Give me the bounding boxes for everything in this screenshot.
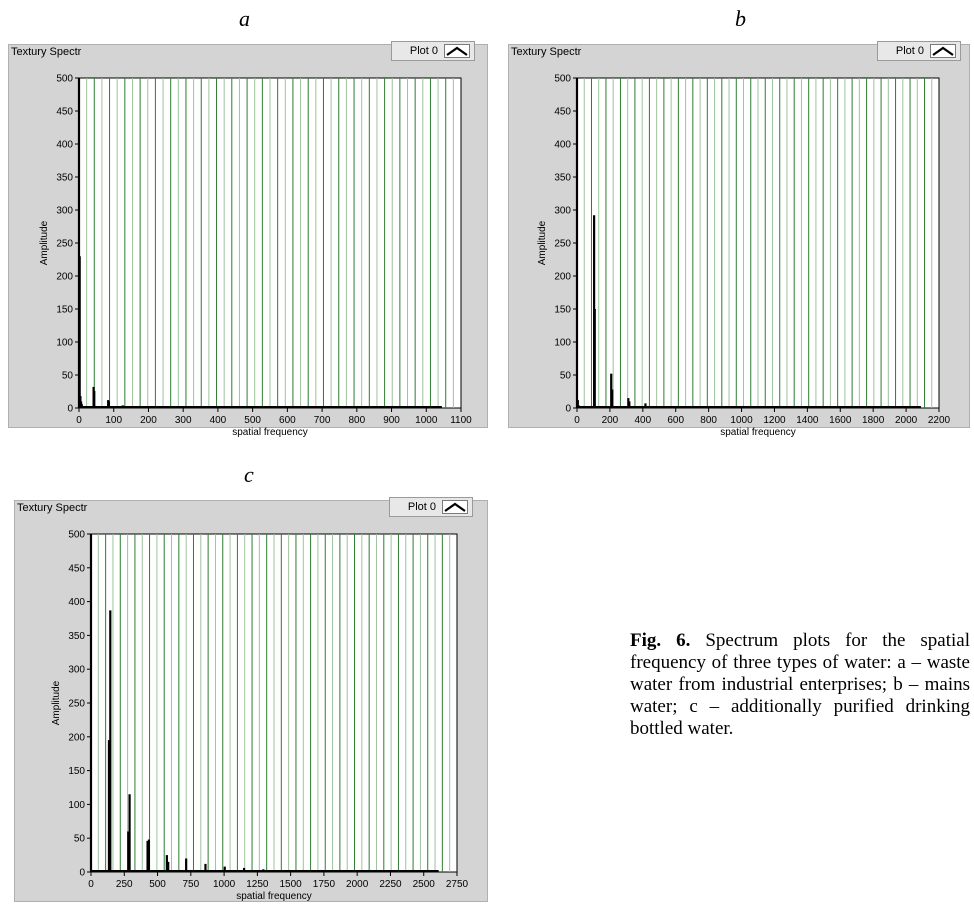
y-tick-label: 450 [68,563,85,574]
x-axis-label: spatial frequency [720,427,796,438]
x-tick-label: 1600 [829,415,852,426]
y-tick-label: 400 [56,140,73,151]
y-tick-label: 350 [56,173,73,184]
y-tick-label: 150 [68,766,85,777]
y-axis-label: Amplitude [51,680,62,725]
chart-panel-a: Textury Spectr Plot 0 0 50 100 150 200 250 300… [8,41,488,439]
spectrum-chart-b: 0 50 100 150 200 250 300 350 400 450 500 0 200 400 600… [537,74,951,439]
caption-label: Fig. 6. [630,630,691,651]
y-tick-label: 0 [79,868,85,879]
figure-caption: Fig. 6. Spectrum plots for the spatial f… [630,630,970,740]
chart-panel-b: Textury Spectr Plot 0 0 50 100 150 200 250 300… [508,41,970,439]
x-tick-label: 200 [140,415,157,426]
chart-title: Textury Spectr [17,502,88,514]
y-tick-label: 450 [554,107,571,118]
y-tick-label: 100 [56,338,73,349]
x-tick-label: 200 [602,415,619,426]
y-tick-label: 200 [68,732,85,743]
y-tick-label: 50 [74,834,86,845]
x-tick-label: 300 [175,415,192,426]
x-tick-label: 1200 [763,415,786,426]
x-tick-label: 1800 [862,415,885,426]
x-tick-label: 2250 [379,879,402,890]
plot-line-style-icon [444,44,470,58]
x-tick-label: 600 [667,415,684,426]
y-tick-label: 500 [56,74,73,85]
plot-line-style-icon [930,44,956,58]
y-tick-label: 350 [554,173,571,184]
x-tick-label: 750 [182,879,199,890]
y-tick-label: 150 [554,305,571,316]
y-tick-label: 450 [56,107,73,118]
chart-title: Textury Spectr [511,46,582,58]
x-tick-label: 1500 [280,879,303,890]
x-tick-label: 700 [314,415,331,426]
y-tick-label: 250 [68,699,85,710]
x-axis-label: spatial frequency [232,427,308,438]
x-tick-label: 2750 [446,879,469,890]
x-tick-label: 800 [700,415,717,426]
y-tick-label: 250 [554,239,571,250]
x-tick-label: 1000 [213,879,236,890]
y-axis-label: Amplitude [537,220,548,265]
y-tick-label: 50 [560,371,572,382]
y-tick-label: 200 [56,272,73,283]
panel-letter-b: b [735,6,746,31]
legend-label: Plot 0 [895,45,924,57]
spectrum-chart-a: 0 50 100 150 200 250 300 350 400 450 500 0 100 200 300… [39,74,472,439]
panel-letter-a: a [239,6,250,31]
x-tick-label: 500 [244,415,261,426]
chart-panel-c: Textury Spectr Plot 0 0 50 100 150 200 250 300… [14,497,488,903]
x-axis-label: spatial frequency [236,891,312,902]
y-tick-label: 100 [68,800,85,811]
spectrum-chart-c: 0 50 100 150 200 250 300 350 400 450 500 0 250 500 750… [51,530,469,903]
y-tick-label: 200 [554,272,571,283]
x-tick-label: 100 [105,415,122,426]
plot-legend-button[interactable]: Plot 0 [877,41,961,61]
y-tick-label: 350 [68,631,85,642]
y-tick-label: 250 [56,239,73,250]
x-tick-label: 2200 [928,415,951,426]
x-tick-label: 800 [348,415,365,426]
x-tick-label: 0 [76,415,82,426]
x-tick-label: 1250 [246,879,269,890]
y-tick-label: 300 [68,665,85,676]
legend-label: Plot 0 [407,501,436,513]
x-tick-label: 500 [149,879,166,890]
y-tick-label: 400 [68,597,85,608]
x-tick-label: 400 [210,415,227,426]
x-tick-label: 1750 [313,879,336,890]
y-tick-label: 0 [565,404,571,415]
x-tick-label: 2000 [346,879,369,890]
legend-label: Plot 0 [409,45,438,57]
y-tick-label: 500 [68,530,85,541]
plot-legend-button[interactable]: Plot 0 [389,497,473,517]
caption-text: Spectrum plots for the spatial frequency… [630,630,971,739]
x-tick-label: 2000 [895,415,918,426]
x-tick-label: 1000 [730,415,753,426]
x-tick-label: 1400 [796,415,819,426]
y-tick-label: 100 [554,338,571,349]
x-tick-label: 2500 [413,879,436,890]
y-tick-label: 300 [56,206,73,217]
y-tick-label: 50 [62,371,74,382]
y-tick-label: 150 [56,305,73,316]
x-tick-label: 1000 [415,415,438,426]
plot-line-style-icon [442,500,468,514]
x-tick-label: 0 [88,879,94,890]
x-tick-label: 900 [383,415,400,426]
plot-legend-button[interactable]: Plot 0 [391,41,475,61]
chart-title: Textury Spectr [11,46,82,58]
y-tick-label: 500 [554,74,571,85]
x-tick-label: 0 [574,415,580,426]
x-tick-label: 1100 [450,415,472,426]
x-tick-label: 400 [634,415,651,426]
x-tick-label: 600 [279,415,296,426]
y-tick-label: 400 [554,140,571,151]
x-tick-label: 250 [116,879,133,890]
y-tick-label: 300 [554,206,571,217]
panel-letter-c: c [244,462,254,487]
y-axis-label: Amplitude [39,220,50,265]
y-tick-label: 0 [67,404,73,415]
